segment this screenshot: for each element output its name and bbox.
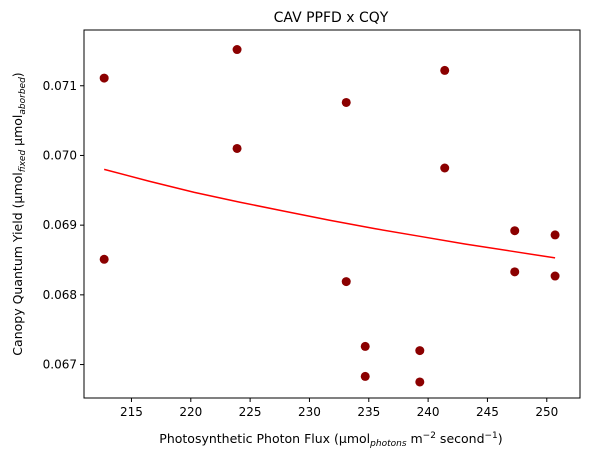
y-axis-ticks: 0.067 0.068 0.069 0.070 0.071	[43, 79, 84, 372]
x-tick-label: 225	[239, 405, 262, 419]
x-tick-label: 215	[120, 405, 143, 419]
x-tick-label: 240	[417, 405, 440, 419]
data-point	[440, 163, 450, 173]
x-tick-label: 245	[476, 405, 499, 419]
data-point	[341, 97, 351, 107]
data-points	[99, 45, 560, 387]
x-tick-label: 250	[535, 405, 558, 419]
data-point	[440, 65, 450, 75]
data-point	[510, 267, 520, 277]
data-point	[99, 73, 109, 83]
x-axis-ticks: 215 220 225 230 235 240 245 250	[120, 398, 558, 419]
data-point	[341, 277, 351, 287]
data-point	[99, 254, 109, 264]
data-point	[550, 230, 560, 240]
y-tick-label: 0.068	[43, 288, 77, 302]
y-tick-label: 0.071	[43, 79, 77, 93]
y-tick-label: 0.069	[43, 218, 77, 232]
x-tick-label: 230	[298, 405, 321, 419]
data-point	[232, 143, 242, 153]
data-point	[510, 226, 520, 236]
x-axis-label: Photosynthetic Photon Flux (µmolphotons …	[159, 431, 502, 449]
y-axis-label: Canopy Quantum Yield (µmolfixed µmolabor…	[10, 72, 28, 355]
trend-line	[103, 168, 556, 259]
x-tick-label: 235	[357, 405, 380, 419]
data-point	[360, 371, 370, 381]
data-point	[415, 377, 425, 387]
x-tick-label: 220	[179, 405, 202, 419]
data-point	[232, 45, 242, 55]
chart-title: CAV PPFD x CQY	[274, 10, 389, 26]
data-point	[415, 346, 425, 356]
y-tick-label: 0.067	[43, 358, 77, 372]
y-tick-label: 0.070	[43, 148, 77, 162]
data-point	[550, 271, 560, 281]
data-point	[360, 341, 370, 351]
plot-area	[83, 29, 581, 399]
